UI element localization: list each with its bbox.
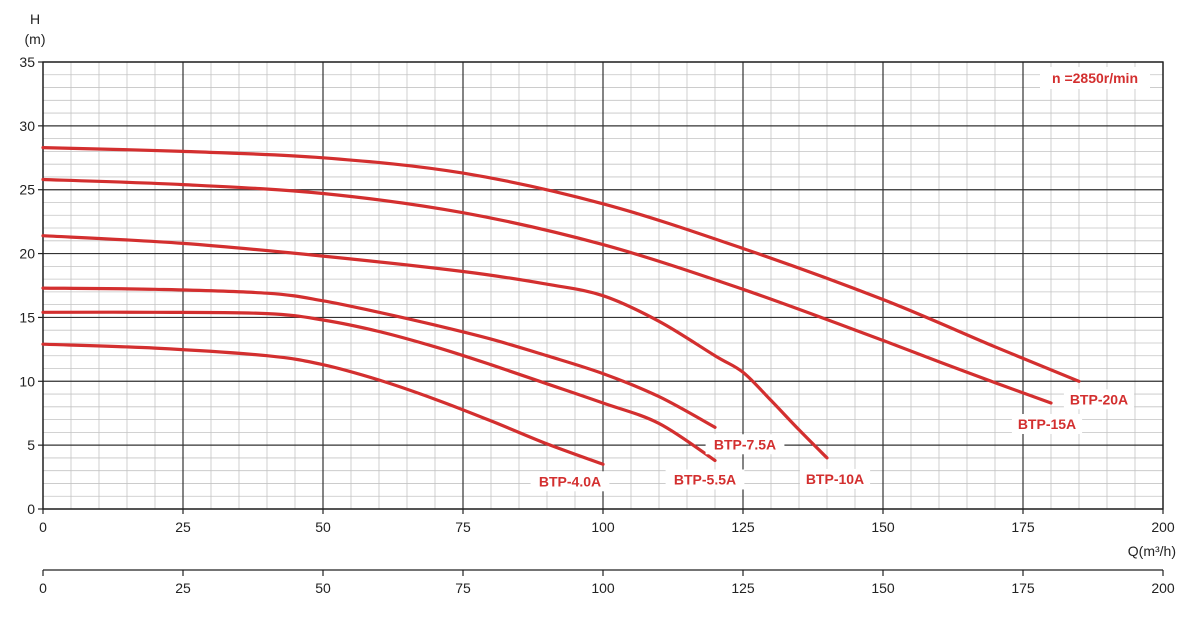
series-label-btp-4-0a: BTP-4.0A (539, 473, 601, 489)
y-tick-label: 30 (19, 118, 35, 134)
series-line-btp-7-5a (41, 286, 717, 429)
speed-annotation-bg (1040, 67, 1150, 89)
series-line-btp-4-0a (41, 342, 605, 466)
series-label-bg (1063, 389, 1135, 410)
series-label-btp-5-5a: BTP-5.5A (674, 471, 736, 487)
y-tick-label: 0 (27, 501, 35, 517)
series-label-btp-20a: BTP-20A (1070, 391, 1128, 407)
x-tick-label: 25 (175, 519, 191, 535)
x-axis-label: Q(m³/h) (1128, 543, 1176, 559)
secondary-x-tick-label: 75 (455, 580, 471, 596)
series-lines (41, 146, 1081, 466)
y-tick-labels: 0 5 10 15 20 25 30 35 (19, 54, 35, 517)
y-tick-label: 35 (19, 54, 35, 70)
x-tick-label: 125 (731, 519, 755, 535)
y-tick-label: 20 (19, 246, 35, 262)
x-tick-label: 50 (315, 519, 331, 535)
series-labels: BTP-4.0A BTP-5.5A BTP-7.5A BTP-10A BTP-15A BT… (530, 389, 1135, 492)
y-axis-label: H (30, 11, 40, 27)
secondary-x-tick-label: 125 (731, 580, 755, 596)
x-tick-label: 175 (1011, 519, 1035, 535)
y-axis-unit: (m) (25, 31, 46, 47)
secondary-x-tick-label: 150 (871, 580, 895, 596)
speed-annotation: n =2850r/min (1052, 70, 1138, 86)
series-label-btp-10a: BTP-10A (806, 471, 864, 487)
series-label-bg (799, 468, 871, 489)
y-tick-label: 5 (27, 437, 35, 453)
y-tick-label: 15 (19, 309, 35, 325)
series-line-btp-5-5a (41, 310, 717, 463)
series-label-btp-15a: BTP-15A (1018, 416, 1076, 432)
x-tick-labels: 0 25 50 75 100 125 150 175 200 (39, 519, 1175, 535)
series-label-bg (1011, 413, 1083, 434)
series-label-bg (530, 471, 610, 492)
y-tick-label: 25 (19, 182, 35, 198)
x-tick-label: 100 (591, 519, 615, 535)
x-tick-label: 150 (871, 519, 895, 535)
x-tick-label: 0 (39, 519, 47, 535)
x-tick-label: 200 (1151, 519, 1175, 535)
secondary-x-tick-label: 175 (1011, 580, 1035, 596)
secondary-x-tick-label: 50 (315, 580, 331, 596)
axes (38, 61, 1164, 514)
secondary-x-axis: 0 25 50 75 100 125 150 175 200 (39, 569, 1175, 596)
series-label-bg (705, 434, 785, 455)
series-label-bg (665, 469, 745, 490)
series-label-btp-7-5a: BTP-7.5A (714, 436, 776, 452)
secondary-x-tick-label: 200 (1151, 580, 1175, 596)
x-tick-label: 75 (455, 519, 471, 535)
series-line-btp-20a (41, 146, 1081, 383)
y-tick-label: 10 (19, 373, 35, 389)
secondary-x-tick-label: 25 (175, 580, 191, 596)
secondary-x-tick-label: 100 (591, 580, 615, 596)
series-line-btp-10a (41, 234, 829, 460)
series-line-btp-15a (41, 177, 1053, 405)
secondary-x-tick-label: 0 (39, 580, 47, 596)
